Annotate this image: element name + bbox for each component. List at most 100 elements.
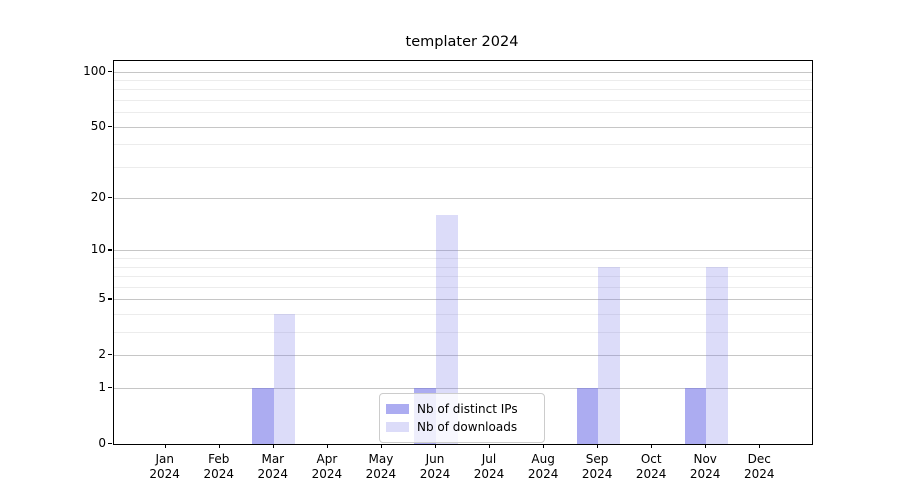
x-tick-month: Sep	[585, 452, 609, 466]
x-tick-label-oct: Oct 2024	[621, 452, 681, 482]
x-tick-year: 2024	[257, 467, 289, 481]
y-tick-mark-0	[108, 443, 112, 445]
x-tick-label-aug: Aug 2024	[513, 452, 573, 482]
y-tick-label-100: 100	[83, 63, 106, 78]
bar-nov-distinct-ips	[684, 388, 707, 444]
y-tick-label-10: 10	[90, 242, 106, 257]
x-tick-year: 2024	[744, 467, 775, 481]
x-tick-year: 2024	[635, 467, 667, 481]
x-tick-label-nov: Nov 2024	[675, 452, 735, 482]
x-tick-label-feb: Feb 2024	[189, 452, 249, 482]
legend: Nb of distinct IPs Nb of downloads	[379, 393, 545, 443]
gridline-minor-40	[114, 144, 812, 146]
x-tick-year: 2024	[311, 467, 343, 481]
chart-title: templater 2024	[405, 34, 519, 50]
y-tick-label-1: 1	[98, 380, 106, 395]
x-tick-year: 2024	[581, 467, 613, 481]
y-tick-mark-5	[108, 298, 112, 300]
plot-area: Nb of distinct IPs Nb of downloads	[113, 60, 813, 445]
gridline-5	[114, 299, 812, 301]
x-tick-label-jan: Jan 2024	[135, 452, 195, 482]
gridline-minor-30	[114, 166, 812, 168]
x-tick-mark-feb	[218, 444, 220, 448]
gridline-50	[114, 126, 812, 128]
gridline-2	[114, 355, 812, 357]
x-tick-month: Nov	[693, 452, 717, 466]
bar-jun-downloads	[436, 215, 458, 444]
y-tick-mark-1	[108, 387, 112, 389]
bar-sep-downloads	[598, 266, 620, 444]
y-tick-label-20: 20	[90, 190, 106, 205]
x-tick-mark-sep	[597, 444, 599, 448]
gridline-minor-6	[114, 286, 812, 288]
legend-swatch-distinct-ips	[386, 403, 409, 414]
x-tick-mark-nov	[705, 444, 707, 448]
y-tick-label-2: 2	[98, 347, 106, 362]
bar-mar-downloads	[273, 314, 296, 444]
x-tick-mark-jul	[489, 444, 491, 448]
legend-label-distinct-ips: Nb of distinct IPs	[417, 401, 518, 416]
gridline-minor-80	[114, 89, 812, 91]
x-tick-month: Jun	[425, 452, 445, 466]
y-tick-mark-10	[108, 249, 112, 251]
legend-swatch-downloads	[386, 421, 409, 432]
x-tick-month: Jul	[481, 452, 497, 466]
gridline-minor-90	[114, 79, 812, 81]
x-tick-mark-jan	[164, 444, 166, 448]
x-tick-label-jul: Jul 2024	[459, 452, 519, 482]
y-tick-mark-50	[108, 125, 112, 127]
x-tick-year: 2024	[689, 467, 721, 481]
x-tick-month: Apr	[316, 452, 338, 466]
x-tick-label-jun: Jun 2024	[405, 452, 465, 482]
gridline-20	[114, 198, 812, 200]
gridline-10	[114, 250, 812, 252]
x-tick-mark-aug	[543, 444, 545, 448]
y-tick-label-0: 0	[98, 436, 106, 450]
y-tick-label-50: 50	[90, 118, 106, 133]
x-tick-month: May	[368, 452, 394, 466]
gridline-minor-8	[114, 266, 812, 268]
y-tick-mark-20	[108, 197, 112, 199]
x-tick-year: 2024	[527, 467, 559, 481]
x-tick-label-dec: Dec 2024	[729, 452, 789, 482]
x-tick-mark-dec	[759, 444, 761, 448]
x-tick-month: Feb	[208, 452, 230, 466]
y-tick-mark-2	[108, 354, 112, 356]
gridline-minor-70	[114, 99, 812, 101]
x-tick-year: 2024	[419, 467, 451, 481]
bar-mar-distinct-ips	[252, 388, 274, 444]
legend-item-downloads: Nb of downloads	[386, 418, 537, 435]
bar-nov-downloads	[706, 266, 728, 444]
x-tick-month: Dec	[747, 452, 771, 466]
gridline-100	[114, 71, 812, 73]
x-tick-mark-oct	[651, 444, 653, 448]
gridline-minor-60	[114, 112, 812, 114]
x-tick-label-sep: Sep 2024	[567, 452, 627, 482]
x-tick-mark-may	[380, 444, 383, 448]
x-tick-label-apr: Apr 2024	[297, 452, 357, 482]
x-tick-year: 2024	[473, 467, 505, 481]
gridline-minor-9	[114, 258, 812, 260]
gridline-minor-7	[114, 276, 812, 278]
legend-item-distinct-ips: Nb of distinct IPs	[386, 400, 537, 417]
x-tick-mark-mar	[272, 444, 274, 448]
gridline-minor-4	[114, 314, 812, 316]
x-tick-label-may: May 2024	[351, 452, 411, 482]
x-tick-month: Aug	[531, 452, 555, 466]
y-tick-label-5: 5	[98, 291, 106, 306]
bar-sep-distinct-ips	[576, 388, 599, 444]
x-tick-month: Mar	[261, 452, 285, 466]
legend-label-downloads: Nb of downloads	[417, 419, 518, 434]
x-tick-year: 2024	[365, 467, 397, 481]
x-tick-month: Jan	[155, 452, 174, 466]
x-tick-label-mar: Mar 2024	[243, 452, 303, 482]
gridline-minor-3	[114, 332, 812, 334]
y-tick-mark-100	[108, 70, 112, 72]
x-tick-mark-jun	[435, 444, 437, 448]
x-tick-month: Oct	[640, 452, 662, 466]
x-tick-year: 2024	[203, 467, 235, 481]
gridline-1	[114, 388, 812, 390]
x-tick-year: 2024	[149, 467, 180, 481]
x-tick-mark-apr	[326, 444, 329, 448]
